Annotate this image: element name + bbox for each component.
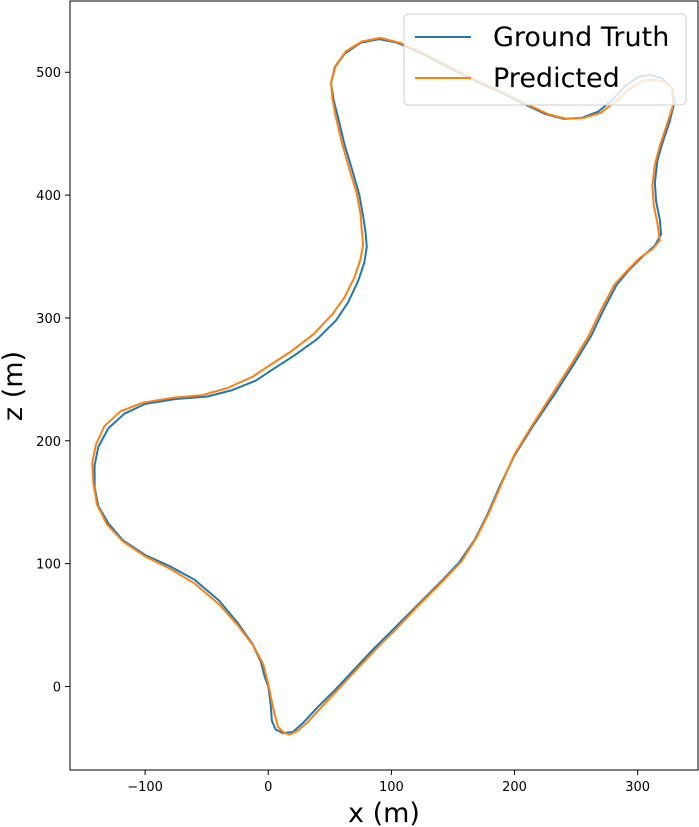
x-tick-label: 300 <box>625 780 650 795</box>
y-tick-label: 0 <box>53 680 61 695</box>
y-axis-title: z (m) <box>0 351 29 421</box>
x-tick-label: 200 <box>502 780 527 795</box>
y-tick-label: 200 <box>36 435 61 450</box>
legend: Ground Truth Predicted <box>403 13 687 106</box>
axes: −100 0 100 200 300 0 100 200 300 400 500 <box>36 0 699 795</box>
x-tick-label: −100 <box>127 780 163 795</box>
legend-label-predicted: Predicted <box>493 63 620 94</box>
y-tick-label: 500 <box>36 66 61 81</box>
legend-label-ground-truth: Ground Truth <box>493 22 669 53</box>
x-tick-label: 0 <box>264 780 272 795</box>
x-tick-label: 100 <box>379 780 404 795</box>
y-tick-label: 400 <box>36 189 61 204</box>
plot-area <box>91 36 676 736</box>
y-tick-label: 100 <box>36 558 61 573</box>
series-line-predicted <box>91 36 675 736</box>
plot-frame <box>69 0 699 771</box>
legend-box <box>403 13 687 106</box>
x-axis-title: x (m) <box>348 798 420 827</box>
y-tick-label: 300 <box>36 312 61 327</box>
